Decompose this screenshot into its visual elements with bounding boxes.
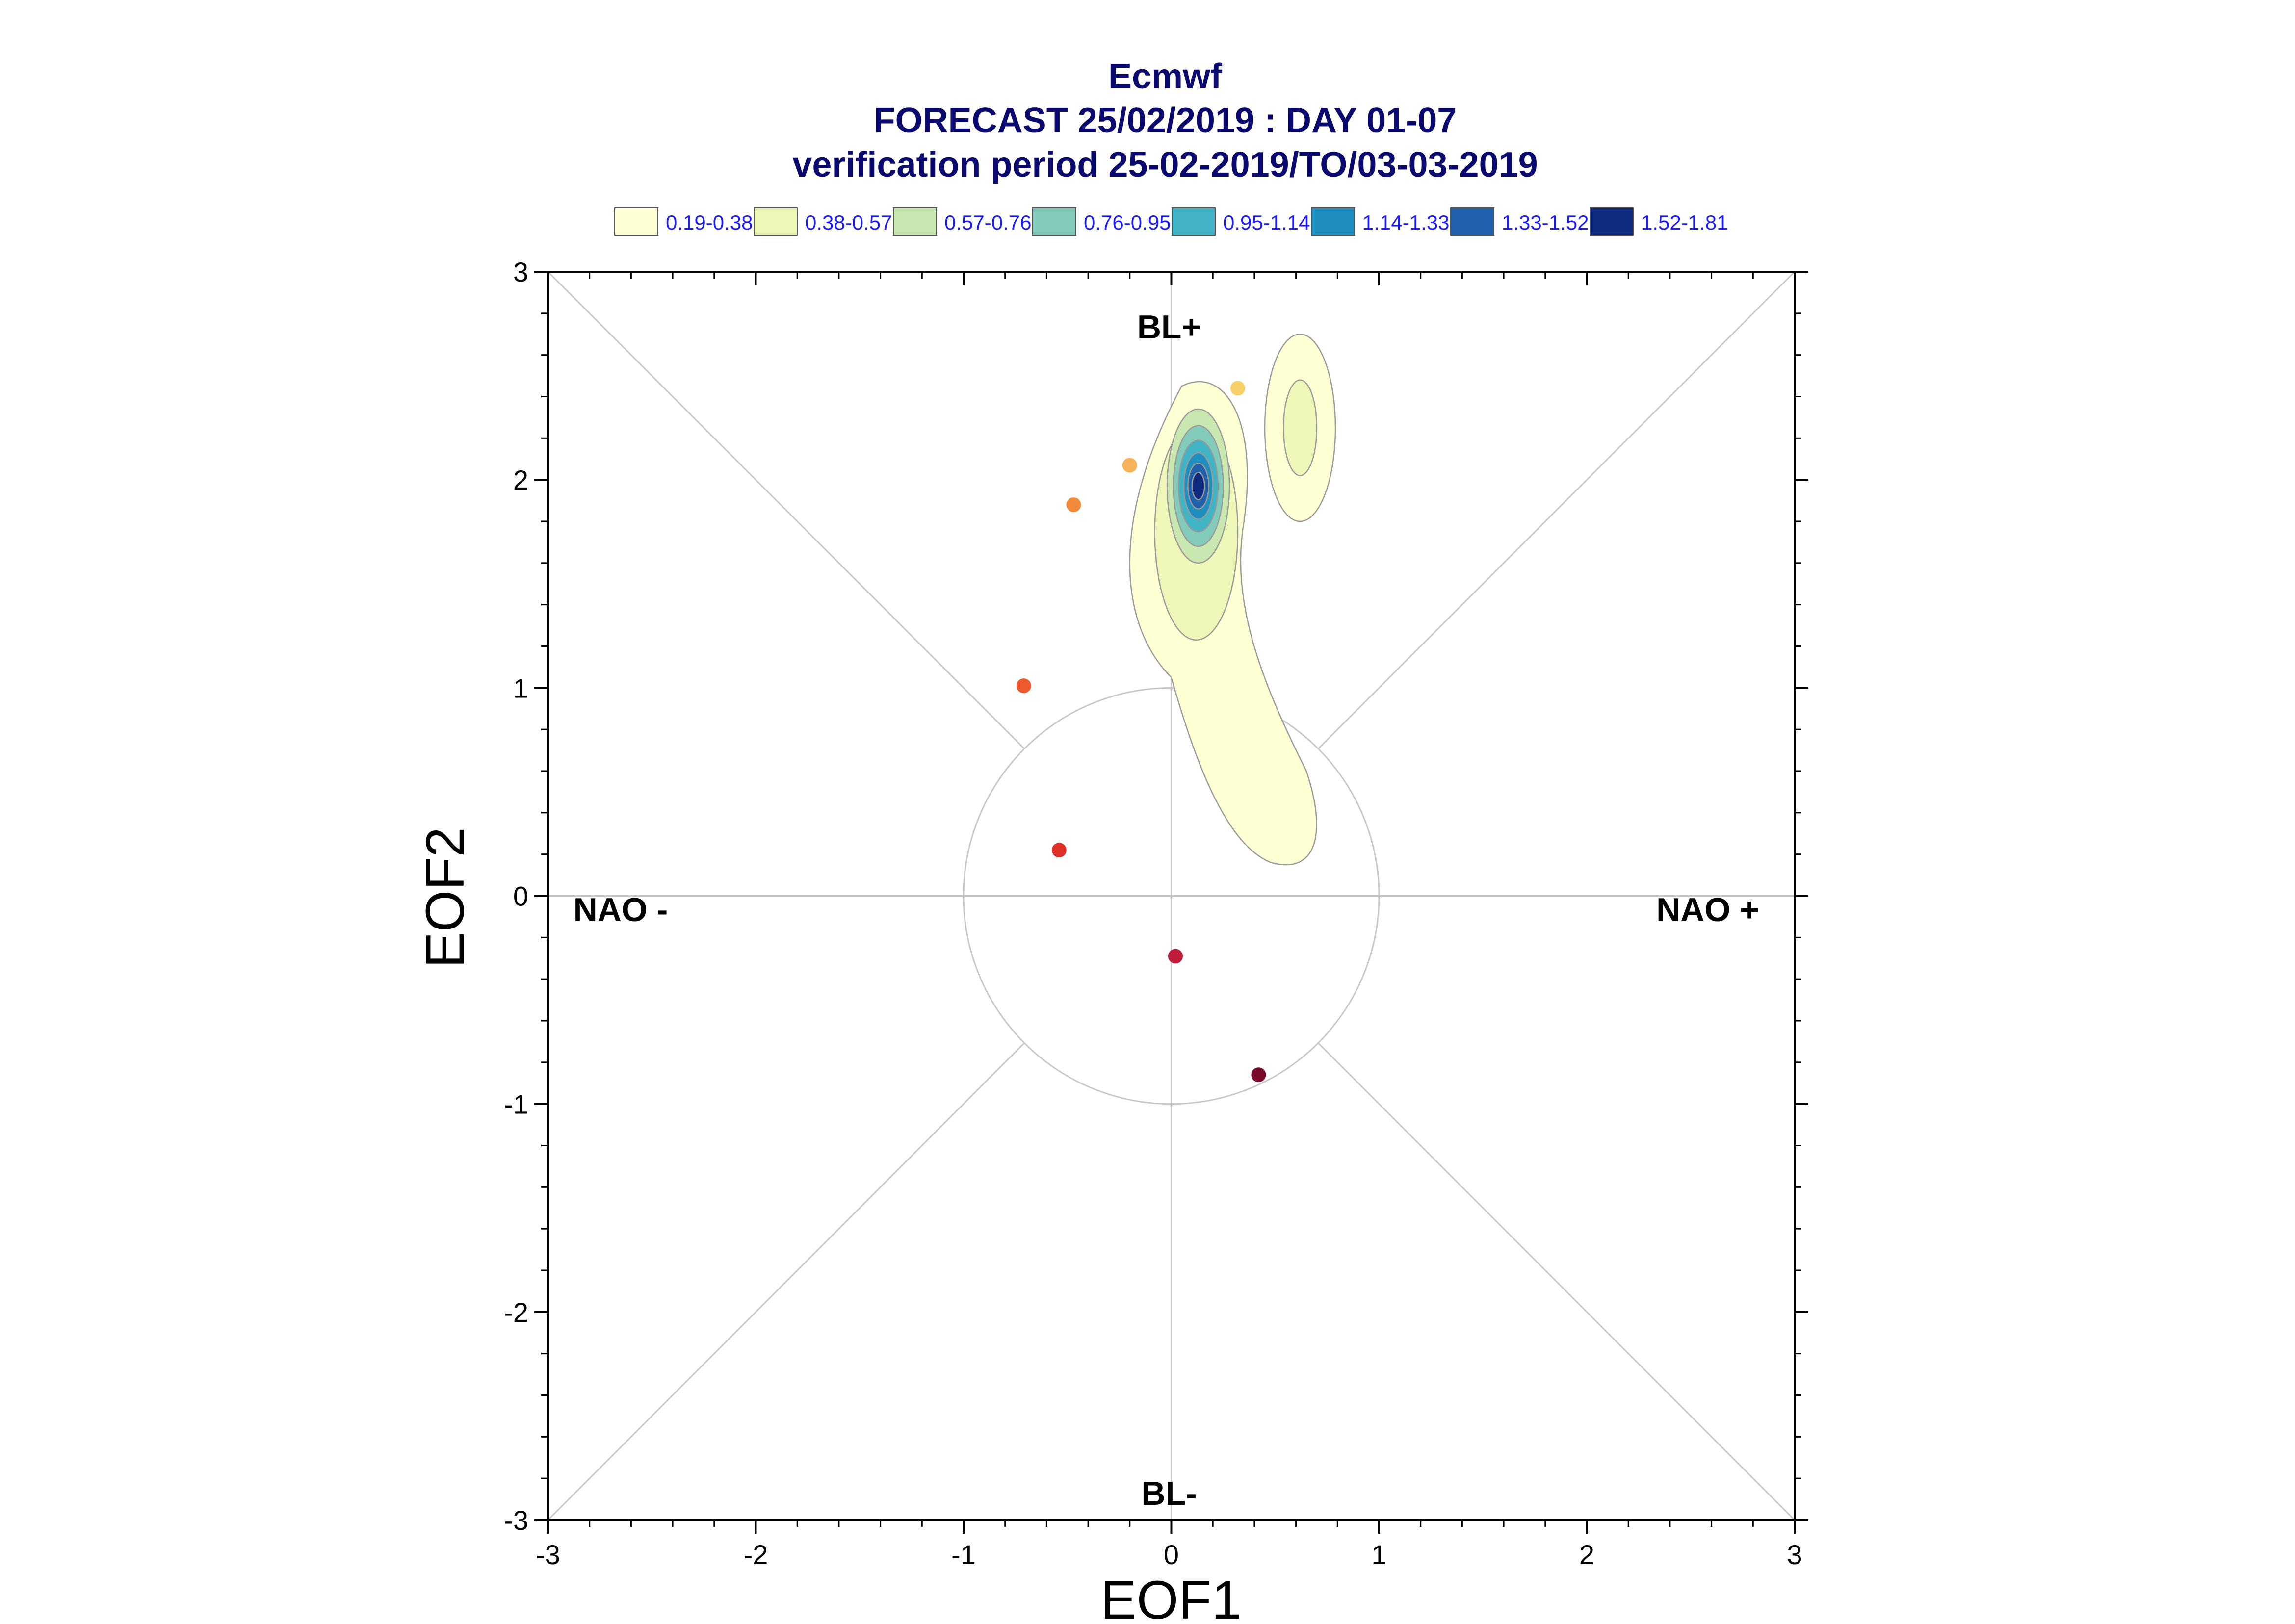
trajectory-points (1016, 381, 1266, 1083)
trajectory-point-day-5 (1051, 843, 1067, 858)
axis-ticks: -3 -3 -2 -2 -1 -1 0 0 1 1 2 2 3 3 (504, 257, 1808, 1570)
legend-swatch (614, 207, 658, 236)
density-contour-level-8 (1191, 472, 1205, 500)
y-tick-label: 0 (513, 881, 528, 912)
legend-swatch (1032, 207, 1076, 236)
unit-circle (963, 687, 1380, 1105)
diagonal-guide (547, 1042, 1025, 1521)
chart-title-line3: verification period 25-02-2019/TO/03-03-… (792, 145, 1538, 184)
trajectory-point-day-7 (1251, 1067, 1266, 1083)
legend-label: 1.14-1.33 (1362, 211, 1449, 234)
trajectory-point-day-3 (1066, 497, 1081, 513)
y-tick-label: -1 (504, 1089, 528, 1120)
y-tick-label: -2 (504, 1297, 528, 1328)
x-tick-label: 3 (1787, 1539, 1802, 1570)
legend-label: 1.33-1.52 (1502, 211, 1589, 234)
trajectory-point-day-1 (1230, 381, 1246, 396)
legend: 0.19-0.38 0.38-0.57 0.57-0.76 0.76-0.95 0.95… (614, 207, 1728, 236)
legend-label: 0.95-1.14 (1223, 211, 1310, 234)
legend-swatch (1450, 207, 1494, 236)
legend-label: 1.52-1.81 (1641, 211, 1728, 234)
x-tick-label: -2 (744, 1539, 768, 1570)
chart-title-line1: Ecmwf (1108, 57, 1223, 96)
legend-label: 0.57-0.76 (944, 211, 1031, 234)
legend-label: 0.19-0.38 (666, 211, 753, 234)
trajectory-point-day-4 (1016, 678, 1031, 694)
y-axis-title: EOF2 (415, 827, 475, 968)
trajectory-point-day-6 (1168, 949, 1183, 964)
x-tick-label: 0 (1164, 1539, 1179, 1570)
y-tick-label: -3 (504, 1505, 528, 1536)
regime-label-nao-minus: NAO - (574, 891, 668, 928)
y-tick-label: 3 (513, 257, 528, 287)
x-tick-label: 1 (1371, 1539, 1386, 1570)
density-contours (1129, 334, 1336, 866)
legend-swatch (754, 207, 798, 236)
legend-swatch (1590, 207, 1634, 236)
legend-label: 0.38-0.57 (805, 211, 892, 234)
regime-label-nao-plus: NAO + (1656, 891, 1759, 928)
legend-swatch (1172, 207, 1216, 236)
x-axis-title: EOF1 (1100, 1570, 1241, 1624)
y-tick-label: 2 (513, 464, 528, 495)
density-contour-level-2 (1282, 379, 1318, 476)
x-tick-label: -3 (536, 1539, 560, 1570)
diagonal-guide (1317, 271, 1796, 749)
trajectory-point-day-2 (1122, 458, 1137, 473)
legend-swatch (893, 207, 937, 236)
x-tick-label: -1 (951, 1539, 976, 1570)
x-tick-label: 2 (1579, 1539, 1594, 1570)
diagonal-guide (1317, 1042, 1796, 1521)
diagonal-guide (547, 271, 1025, 749)
regime-label-bl-minus: BL- (1141, 1475, 1197, 1512)
regime-label-bl-plus: BL+ (1137, 309, 1201, 346)
chart-title-line2: FORECAST 25/02/2019 : DAY 01-07 (874, 101, 1457, 140)
legend-label: 0.76-0.95 (1084, 211, 1171, 234)
legend-swatch (1311, 207, 1355, 236)
y-tick-label: 1 (513, 672, 528, 703)
